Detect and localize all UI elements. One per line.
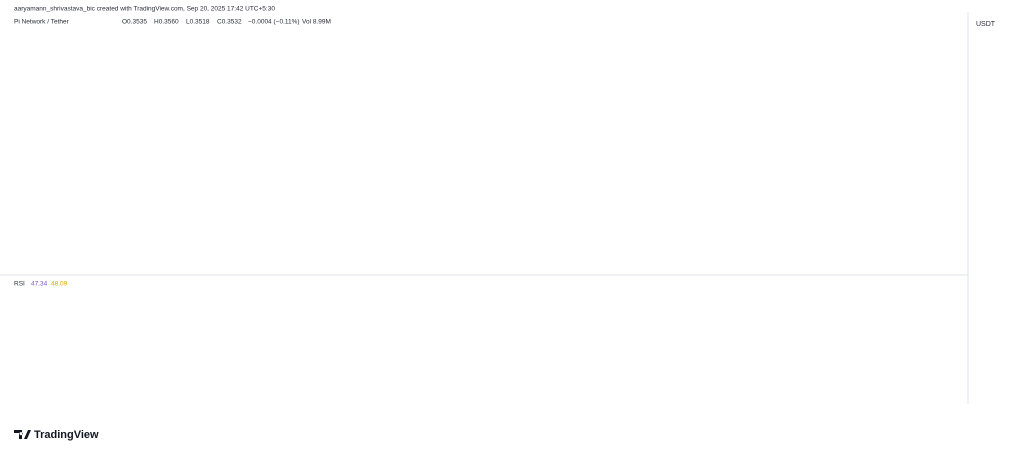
volume: Vol 8.99M: [302, 19, 331, 26]
logo: TradingView: [14, 429, 99, 441]
label-layer: aaryamann_shrivastava_bic created with T…: [14, 6, 996, 441]
rsi-ma-value: 48.09: [51, 281, 68, 288]
ohlc-low: L0.3518: [186, 19, 210, 26]
logo-text: TradingView: [34, 429, 99, 441]
ohlc-change: −0.0004 (−0.11%): [248, 19, 300, 26]
logo-icon: [14, 430, 31, 439]
rsi-value: 47.34: [31, 281, 48, 288]
unit-label: USDT: [976, 21, 996, 28]
ohlc-open: O0.3535: [122, 19, 147, 26]
rsi-title: RSI: [14, 281, 25, 288]
symbol: Pi Network / Tether: [14, 19, 70, 26]
ohlc-close: C0.3532: [217, 19, 242, 26]
ohlc-high: H0.3560: [154, 19, 179, 26]
author-line: aaryamann_shrivastava_bic created with T…: [14, 6, 275, 13]
